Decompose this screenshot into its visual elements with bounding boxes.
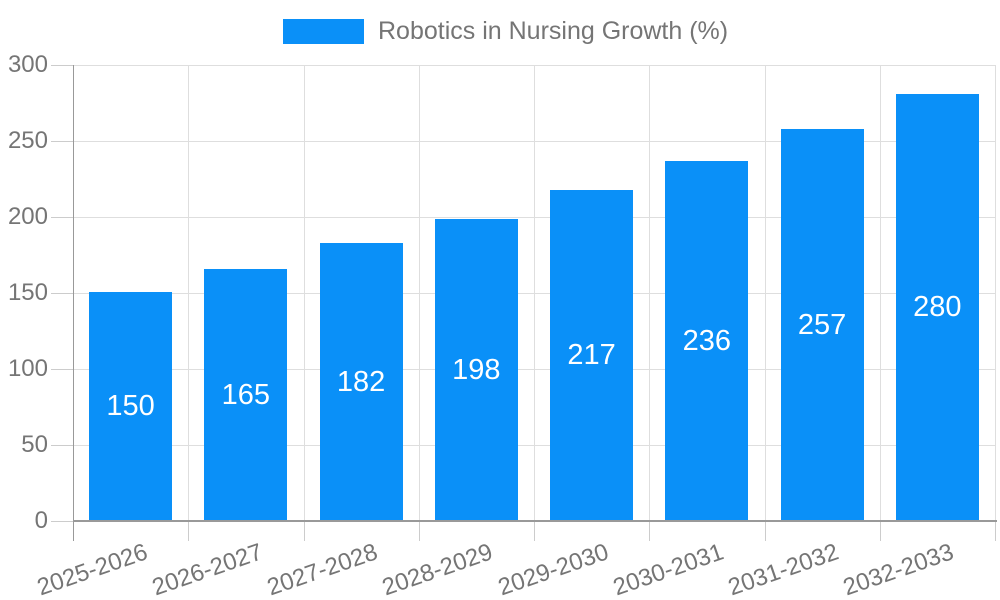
plot-area: 150 165 182 198 217 236 257 280	[51, 65, 997, 541]
bar-value-label: 198	[452, 353, 501, 386]
v-gridline	[764, 65, 766, 521]
y-tick	[51, 217, 73, 218]
bar-value-label: 165	[221, 378, 271, 411]
bar[interactable]	[665, 161, 749, 520]
y-tick-label: 250	[7, 127, 48, 154]
v-gridline	[418, 65, 420, 521]
bar-value-label: 236	[682, 324, 732, 357]
y-tick	[51, 65, 73, 66]
y-tick-label: 150	[7, 279, 48, 306]
bar-value-label: 280	[913, 291, 962, 324]
y-tick	[51, 521, 73, 522]
x-tick	[303, 521, 305, 541]
y-tick	[51, 141, 73, 142]
v-gridline	[995, 65, 996, 521]
y-tick-label: 300	[7, 51, 48, 78]
legend-swatch	[283, 18, 364, 44]
legend[interactable]: Robotics in Nursing Growth (%)	[283, 14, 728, 48]
x-tick	[995, 521, 996, 541]
bar-value-label: 182	[336, 365, 386, 398]
bar-value-label: 150	[106, 390, 155, 422]
y-tick	[51, 369, 73, 370]
bar[interactable]	[550, 190, 634, 520]
y-tick-label: 100	[7, 355, 48, 382]
legend-label: Robotics in Nursing Growth (%)	[378, 16, 729, 45]
v-gridline	[649, 65, 651, 521]
bar-value-label: 217	[567, 339, 616, 372]
x-axis-line	[73, 520, 997, 522]
x-tick	[188, 521, 190, 541]
y-tick-label: 50	[21, 431, 48, 458]
x-tick	[649, 521, 651, 541]
bar[interactable]	[895, 94, 979, 520]
v-gridline	[303, 65, 305, 521]
bar[interactable]	[780, 129, 864, 520]
y-axis-line	[73, 65, 74, 541]
x-tick	[879, 521, 881, 541]
y-tick	[51, 445, 73, 446]
y-tick	[51, 293, 73, 294]
x-tick	[418, 521, 420, 541]
v-gridline	[879, 65, 881, 521]
bar[interactable]	[89, 292, 173, 520]
bar[interactable]	[319, 243, 403, 520]
bar-value-label: 257	[797, 308, 847, 341]
v-gridline	[188, 65, 190, 521]
y-tick-label: 200	[7, 203, 48, 230]
bar[interactable]	[204, 269, 288, 520]
x-tick	[764, 521, 766, 541]
bar[interactable]	[434, 219, 518, 520]
y-tick-label: 0	[34, 507, 48, 534]
v-gridline	[534, 65, 535, 521]
x-tick	[534, 521, 535, 541]
